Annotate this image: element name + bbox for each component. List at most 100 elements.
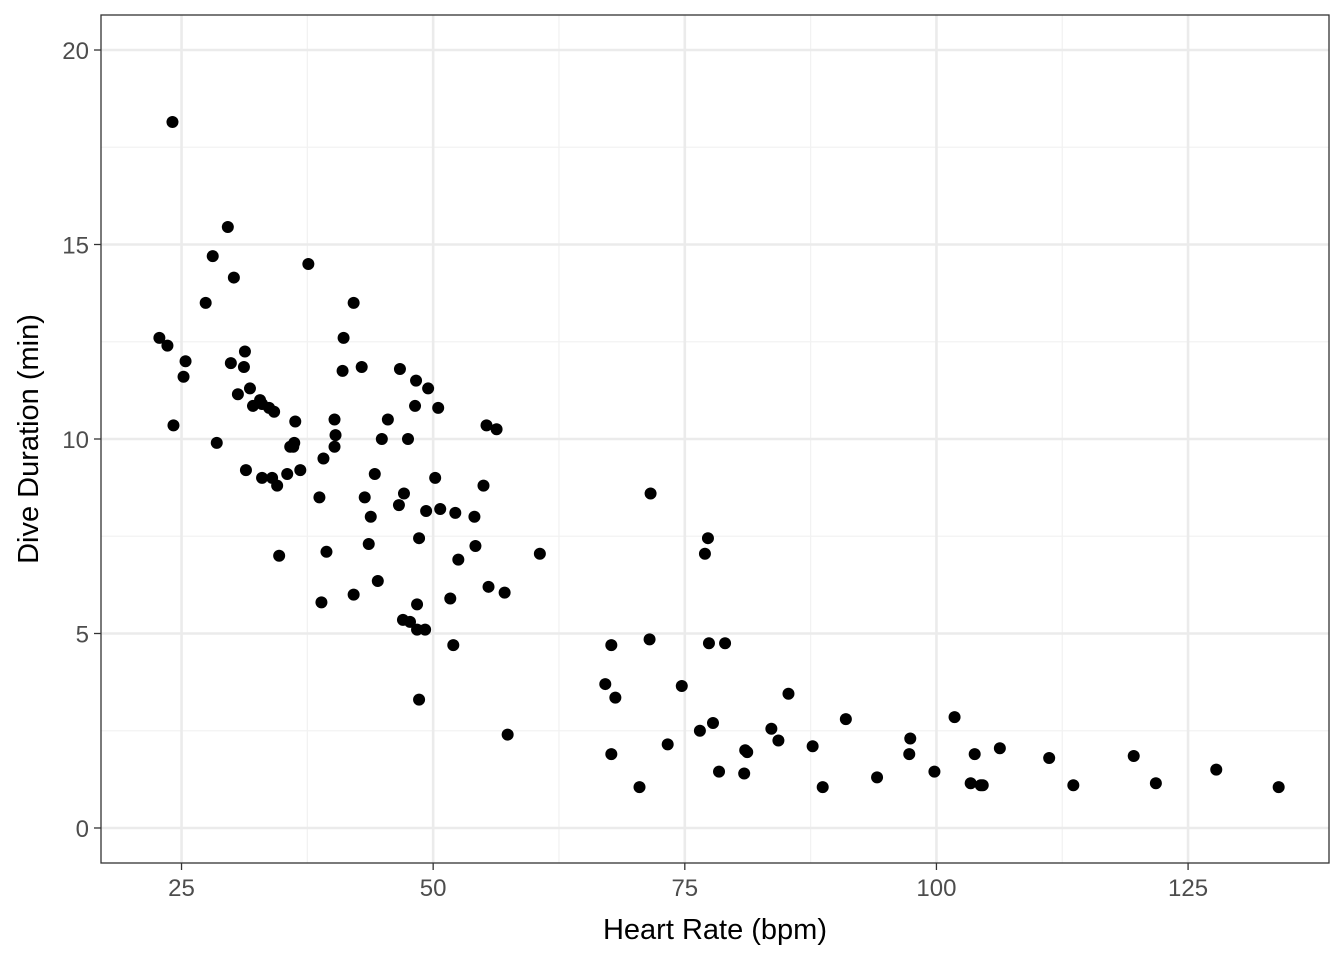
data-point [413, 693, 426, 706]
data-point [328, 440, 341, 453]
data-point [482, 580, 495, 593]
data-point [375, 433, 388, 445]
data-point [355, 361, 368, 374]
data-point [315, 596, 328, 609]
data-point [167, 419, 180, 432]
data-point [413, 532, 426, 545]
y-axis: 0 5 10 15 20 [62, 38, 101, 843]
data-point [633, 781, 646, 794]
data-point [719, 637, 732, 650]
data-point [452, 553, 465, 566]
data-point [409, 399, 422, 412]
data-point [239, 464, 252, 477]
data-point [347, 588, 360, 601]
major-gridlines [101, 15, 1329, 863]
data-point [410, 374, 423, 387]
data-point [381, 413, 394, 426]
x-tick-label: 125 [1168, 875, 1208, 902]
x-tick-label: 50 [420, 875, 447, 902]
data-point [206, 250, 219, 263]
data-point [816, 781, 829, 794]
data-point [210, 436, 223, 449]
data-point [904, 732, 917, 745]
data-point [177, 370, 190, 383]
data-point [364, 510, 377, 523]
data-point [302, 257, 315, 270]
data-point [281, 468, 294, 481]
data-point [609, 691, 622, 704]
data-point [429, 471, 442, 484]
data-point [434, 503, 447, 516]
data-point [480, 419, 493, 432]
data-point [404, 615, 417, 628]
data-point [227, 271, 240, 284]
x-tick-label: 100 [916, 875, 956, 902]
data-point [166, 115, 179, 128]
data-point [336, 364, 349, 377]
data-point [402, 433, 414, 445]
data-point [411, 598, 424, 611]
data-point [469, 539, 482, 552]
data-point [706, 716, 719, 729]
data-point [371, 574, 384, 587]
data-point [948, 711, 961, 724]
data-point [1127, 750, 1140, 763]
data-point [693, 724, 706, 737]
data-point [224, 357, 237, 370]
data-point [1210, 763, 1223, 776]
data-point [964, 777, 977, 790]
data-point [599, 678, 612, 691]
data-point [928, 765, 941, 778]
data-point [320, 545, 333, 558]
data-point [839, 713, 852, 726]
data-point [490, 423, 503, 436]
data-point [701, 532, 714, 545]
data-point [698, 547, 711, 560]
data-point [289, 415, 302, 428]
y-tick-label: 20 [62, 38, 89, 65]
data-point [643, 633, 656, 646]
data-point [392, 499, 405, 512]
data-point [317, 452, 330, 465]
minor-gridlines [101, 15, 1329, 863]
data-point [153, 331, 166, 344]
data-point [268, 405, 281, 418]
data-point [713, 765, 726, 778]
data-point [329, 429, 342, 442]
data-point [477, 479, 490, 492]
data-point [397, 487, 410, 500]
data-point [432, 401, 445, 414]
data-point [422, 382, 435, 395]
data-point [237, 361, 250, 374]
data-point [256, 471, 269, 484]
data-point [903, 748, 916, 761]
data-point [358, 491, 371, 504]
data-point [661, 738, 674, 751]
data-point [1272, 781, 1285, 794]
data-point [605, 639, 618, 652]
data-point [1149, 777, 1162, 790]
data-point [993, 742, 1006, 755]
data-point [675, 680, 688, 693]
data-point [238, 345, 251, 358]
data-point [420, 504, 433, 517]
data-point [288, 436, 301, 449]
data-point [702, 637, 715, 650]
data-point [468, 510, 481, 523]
x-tick-label: 75 [671, 875, 698, 902]
data-point [161, 339, 174, 352]
data-point [243, 382, 256, 395]
data-point [347, 296, 360, 309]
data-point [782, 687, 795, 700]
data-point [221, 221, 234, 233]
data-point [231, 388, 244, 401]
y-tick-label: 15 [62, 233, 89, 260]
data-point [1043, 751, 1056, 764]
y-tick-label: 5 [76, 621, 89, 648]
x-axis-title: Heart Rate (bpm) [603, 914, 827, 946]
data-point [294, 464, 307, 477]
data-point [501, 728, 514, 741]
data-point [741, 746, 754, 759]
y-tick-label: 0 [76, 816, 89, 843]
